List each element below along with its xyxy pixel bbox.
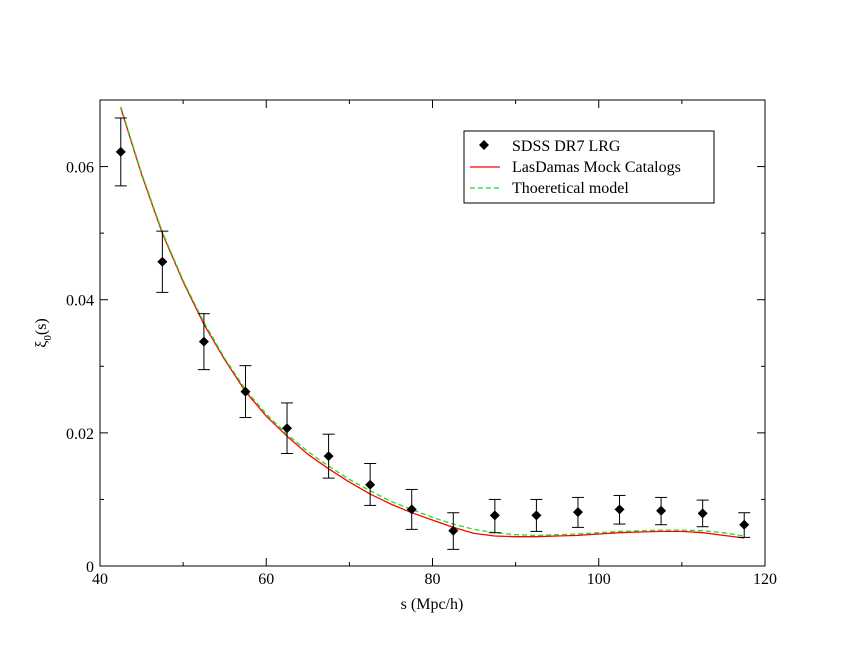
series-layer — [120, 106, 745, 539]
series-line-thoeretical-model — [120, 106, 745, 537]
x-tick-label: 120 — [753, 571, 777, 588]
y-tick-label: 0.06 — [66, 160, 94, 177]
y-tick-label: 0.04 — [66, 293, 94, 310]
data-point — [571, 496, 584, 528]
diamond-marker — [656, 505, 667, 516]
diamond-marker — [489, 510, 500, 521]
diamond-marker — [282, 423, 293, 434]
diamond-marker — [572, 507, 583, 518]
data-point — [696, 499, 709, 528]
diamond-marker — [115, 146, 126, 157]
data-point — [405, 488, 418, 530]
diamond-marker — [365, 479, 376, 490]
diamond-marker — [198, 336, 209, 347]
diamond-marker — [531, 510, 542, 521]
legend-label-lasdamas: LasDamas Mock Catalogs — [512, 159, 681, 176]
y-axis-label-main: ξ — [33, 341, 50, 348]
data-point — [655, 496, 668, 526]
x-tick-label: 40 — [92, 571, 108, 588]
y-axis-label-tail: (s) — [33, 318, 50, 335]
diamond-marker — [448, 525, 459, 536]
y-axis-label-subscript: 0 — [42, 335, 54, 341]
diamond-marker — [697, 508, 708, 519]
data-point — [738, 512, 751, 538]
y-tick-label: 0 — [86, 559, 94, 576]
x-axis-label: s (Mpc/h) — [401, 596, 464, 613]
data-point — [488, 498, 501, 534]
data-point — [613, 494, 626, 525]
diamond-marker — [614, 504, 625, 515]
data-point — [156, 230, 169, 293]
axis-ticks: 40 60 80 100 120 0 0.02 0.04 0.06 — [66, 100, 777, 588]
data-point — [364, 462, 377, 506]
series-line-lasdamas-mock-catalogs — [120, 107, 745, 539]
x-tick-label: 80 — [425, 571, 441, 588]
data-point — [530, 498, 543, 532]
diamond-marker — [739, 519, 750, 530]
svg-text:ξ0(s): ξ0(s) — [33, 318, 54, 348]
data-point — [197, 313, 210, 371]
diamond-marker — [323, 451, 334, 462]
x-tick-label: 100 — [587, 571, 611, 588]
diamond-marker — [157, 256, 168, 267]
y-tick-label: 0.02 — [66, 426, 94, 443]
legend-label-sdss: SDSS DR7 LRG — [512, 138, 621, 155]
data-point — [281, 402, 294, 454]
data-point — [447, 512, 460, 550]
data-point — [322, 433, 335, 479]
legend-marker-sdss — [479, 140, 489, 150]
points-layer — [114, 117, 751, 550]
x-tick-label: 60 — [258, 571, 274, 588]
diamond-marker — [240, 386, 251, 397]
legend: SDSS DR7 LRG LasDamas Mock Catalogs Thoe… — [463, 130, 715, 204]
legend-label-theory: Thoeretical model — [512, 180, 629, 197]
y-axis-label: ξ0(s) — [33, 318, 54, 348]
data-point — [114, 117, 127, 187]
legend-box — [463, 130, 715, 204]
diamond-marker — [406, 504, 417, 515]
data-point — [239, 365, 252, 419]
